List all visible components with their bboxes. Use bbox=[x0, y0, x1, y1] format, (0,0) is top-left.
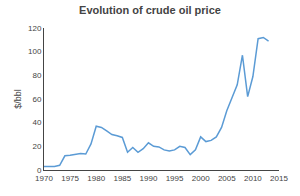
svg-text:1980: 1980 bbox=[87, 174, 105, 183]
svg-text:120: 120 bbox=[28, 24, 42, 33]
svg-text:Evolution of crude oil price: Evolution of crude oil price bbox=[79, 4, 221, 16]
svg-text:1975: 1975 bbox=[61, 174, 79, 183]
svg-text:2015: 2015 bbox=[270, 174, 288, 183]
svg-text:60: 60 bbox=[32, 95, 41, 104]
svg-text:2005: 2005 bbox=[218, 174, 236, 183]
svg-text:$/bbl: $/bbl bbox=[13, 89, 23, 109]
svg-text:1985: 1985 bbox=[113, 174, 131, 183]
svg-text:2010: 2010 bbox=[244, 174, 262, 183]
svg-text:40: 40 bbox=[32, 118, 41, 127]
svg-text:80: 80 bbox=[32, 71, 41, 80]
svg-text:20: 20 bbox=[32, 142, 41, 151]
svg-text:1990: 1990 bbox=[140, 174, 158, 183]
svg-text:1970: 1970 bbox=[35, 174, 53, 183]
svg-text:100: 100 bbox=[28, 47, 42, 56]
svg-text:2000: 2000 bbox=[192, 174, 210, 183]
svg-text:0: 0 bbox=[37, 166, 42, 175]
svg-text:1995: 1995 bbox=[166, 174, 184, 183]
